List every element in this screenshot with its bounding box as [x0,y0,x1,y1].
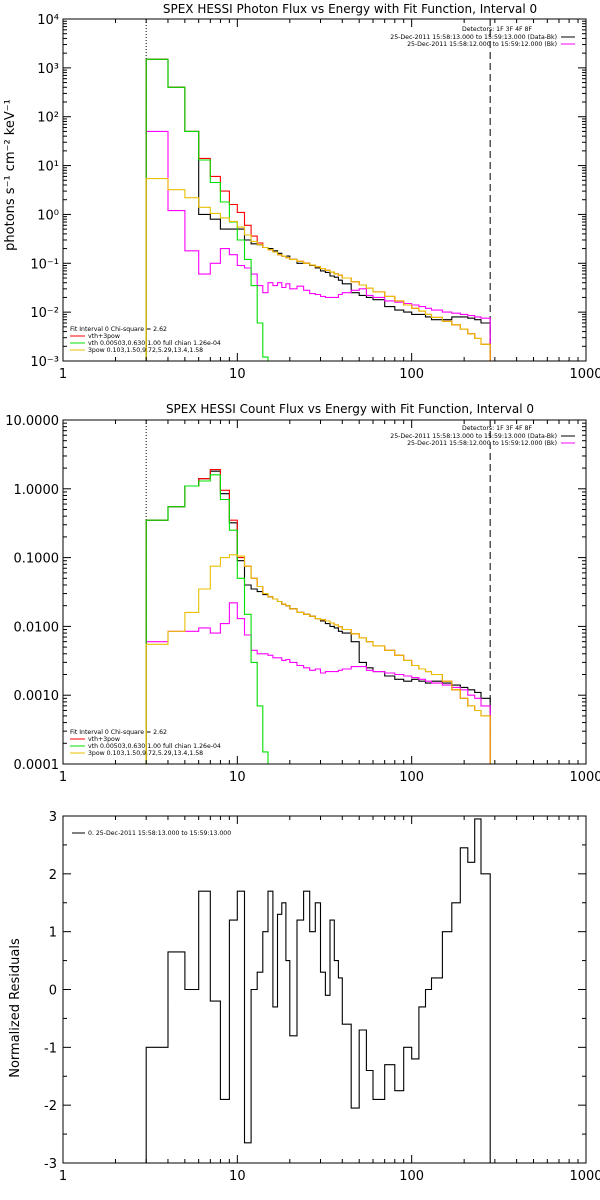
panel1-x-tick-label: 10 [229,367,246,382]
panel2-vth-series [145,474,273,765]
panel3-x-tick-label: 10 [229,1169,246,1184]
photon-fit-chisq-label: Fit Interval 0 Chi-square = 2.62 [70,326,167,333]
count-fit-chisq-label: Fit Interval 0 Chi-square = 2.62 [70,729,167,736]
panel3-x-tick-label: 100 [399,1169,424,1184]
photon-bk-interval-label: 25-Dec-2011 15:58:12.000 to 15:59:12.000… [407,41,557,48]
residuals-panel: Normalized Residuals 0. 25-Dec-2011 15:5… [8,810,600,1184]
panel1-y-tick-label: 10¹ [37,160,59,175]
photon-data-interval-label: 25-Dec-2011 15:58:13.000 to 15:59:13.000… [390,34,557,41]
count-data-interval-label: 25-Dec-2011 15:58:13.000 to 15:59:13.000… [390,433,557,440]
panel3-x-tick-label: 1000 [569,1169,600,1184]
photon-detectors-label: Detectors: 1F 3F 4F 8F [462,26,533,33]
panel3-y-tick-label: -3 [44,1157,57,1172]
photon-fit-vth-label: vth 0.00503,0.630,1.00 full chian 1.26e-… [88,340,221,347]
panel1-x-tick-label: 100 [399,367,424,382]
panel3-y-tick-label: -1 [44,1041,57,1056]
panel2-axes-box [62,419,587,765]
panel3-y-tick-label: 1 [49,926,57,941]
residuals-legend-label: 0. 25-Dec-2011 15:58:13.000 to 15:59:13.… [88,830,231,837]
panel1-vth-series [145,58,273,362]
photon-flux-title: SPEX HESSI Photon Flux vs Energy with Fi… [163,2,537,16]
panel3-x-tick-label: 1 [59,1169,67,1184]
count-bk-interval-label: 25-Dec-2011 15:58:12.000 to 15:59:12.000… [407,440,557,447]
panel1-x-tick-label: 1000 [569,367,600,382]
panel2-y-tick-label: 0.1000 [14,552,60,567]
panel2-y-tick-label: 0.0100 [14,620,60,635]
count-flux-panel: SPEX HESSI Count Flux vs Energy with Fit… [5,402,600,785]
panel1-y-tick-label: 10⁴ [37,13,59,28]
count-fit-pow-label: 3pow 0.103,1.50,9.72,5.29,13.4,1.58 [88,750,203,757]
panel2-y-tick-label: 0.0010 [14,689,60,704]
panel2-bk-series [145,602,491,764]
panel3-y-tick-label: 2 [49,868,57,883]
panel1-axes-box [62,18,587,362]
count-fit-vth-label: vth 0.00503,0.630,1.00 full chian 1.26e-… [88,743,221,750]
panel1-y-tick-label: 10³ [37,62,59,77]
panel2-x-tick-label: 100 [399,770,424,785]
photon-flux-ylabel: photons s⁻¹ cm⁻² keV⁻¹ [3,99,18,251]
photon-fit-model-label: vth+3pow [88,333,120,340]
panel2-data-series [145,470,491,764]
panel1-y-tick-label: 10⁻¹ [30,257,59,272]
count-fit-model-label: vth+3pow [88,736,120,743]
panel2-y-tick-label: 0.0001 [14,758,60,773]
panel2-y-tick-label: 10.0000 [5,414,59,429]
panel1-x-tick-label: 1 [59,367,67,382]
count-flux-title: SPEX HESSI Count Flux vs Energy with Fit… [166,402,534,416]
panel2-x-tick-label: 1000 [569,770,600,785]
panel1-bk-series [145,130,491,361]
panel3-residual-series [145,818,491,1163]
panel1-y-tick-label: 10⁰ [37,208,59,223]
count-detectors-label: Detectors: 1F 3F 4F 8F [462,425,533,432]
panel2-y-tick-label: 1.0000 [14,483,60,498]
panel1-y-tick-label: 10² [37,111,59,126]
panel2-x-tick-label: 10 [229,770,246,785]
panel2-x-tick-label: 1 [59,770,67,785]
panel3-y-tick-label: 3 [49,810,57,825]
photon-flux-panel: SPEX HESSI Photon Flux vs Energy with Fi… [3,2,600,382]
panel3-y-tick-label: -2 [44,1099,57,1114]
photon-fit-pow-label: 3pow 0.103,1.50,9.72,5.29,13.4,1.58 [88,347,203,354]
panel1-y-tick-label: 10⁻² [30,306,59,321]
residuals-ylabel: Normalized Residuals [8,938,23,1078]
panel2-pow-series [145,554,491,764]
panel3-y-tick-label: 0 [49,984,57,999]
panel1-pow-series [145,178,491,361]
panel1-y-tick-label: 10⁻³ [30,355,59,370]
